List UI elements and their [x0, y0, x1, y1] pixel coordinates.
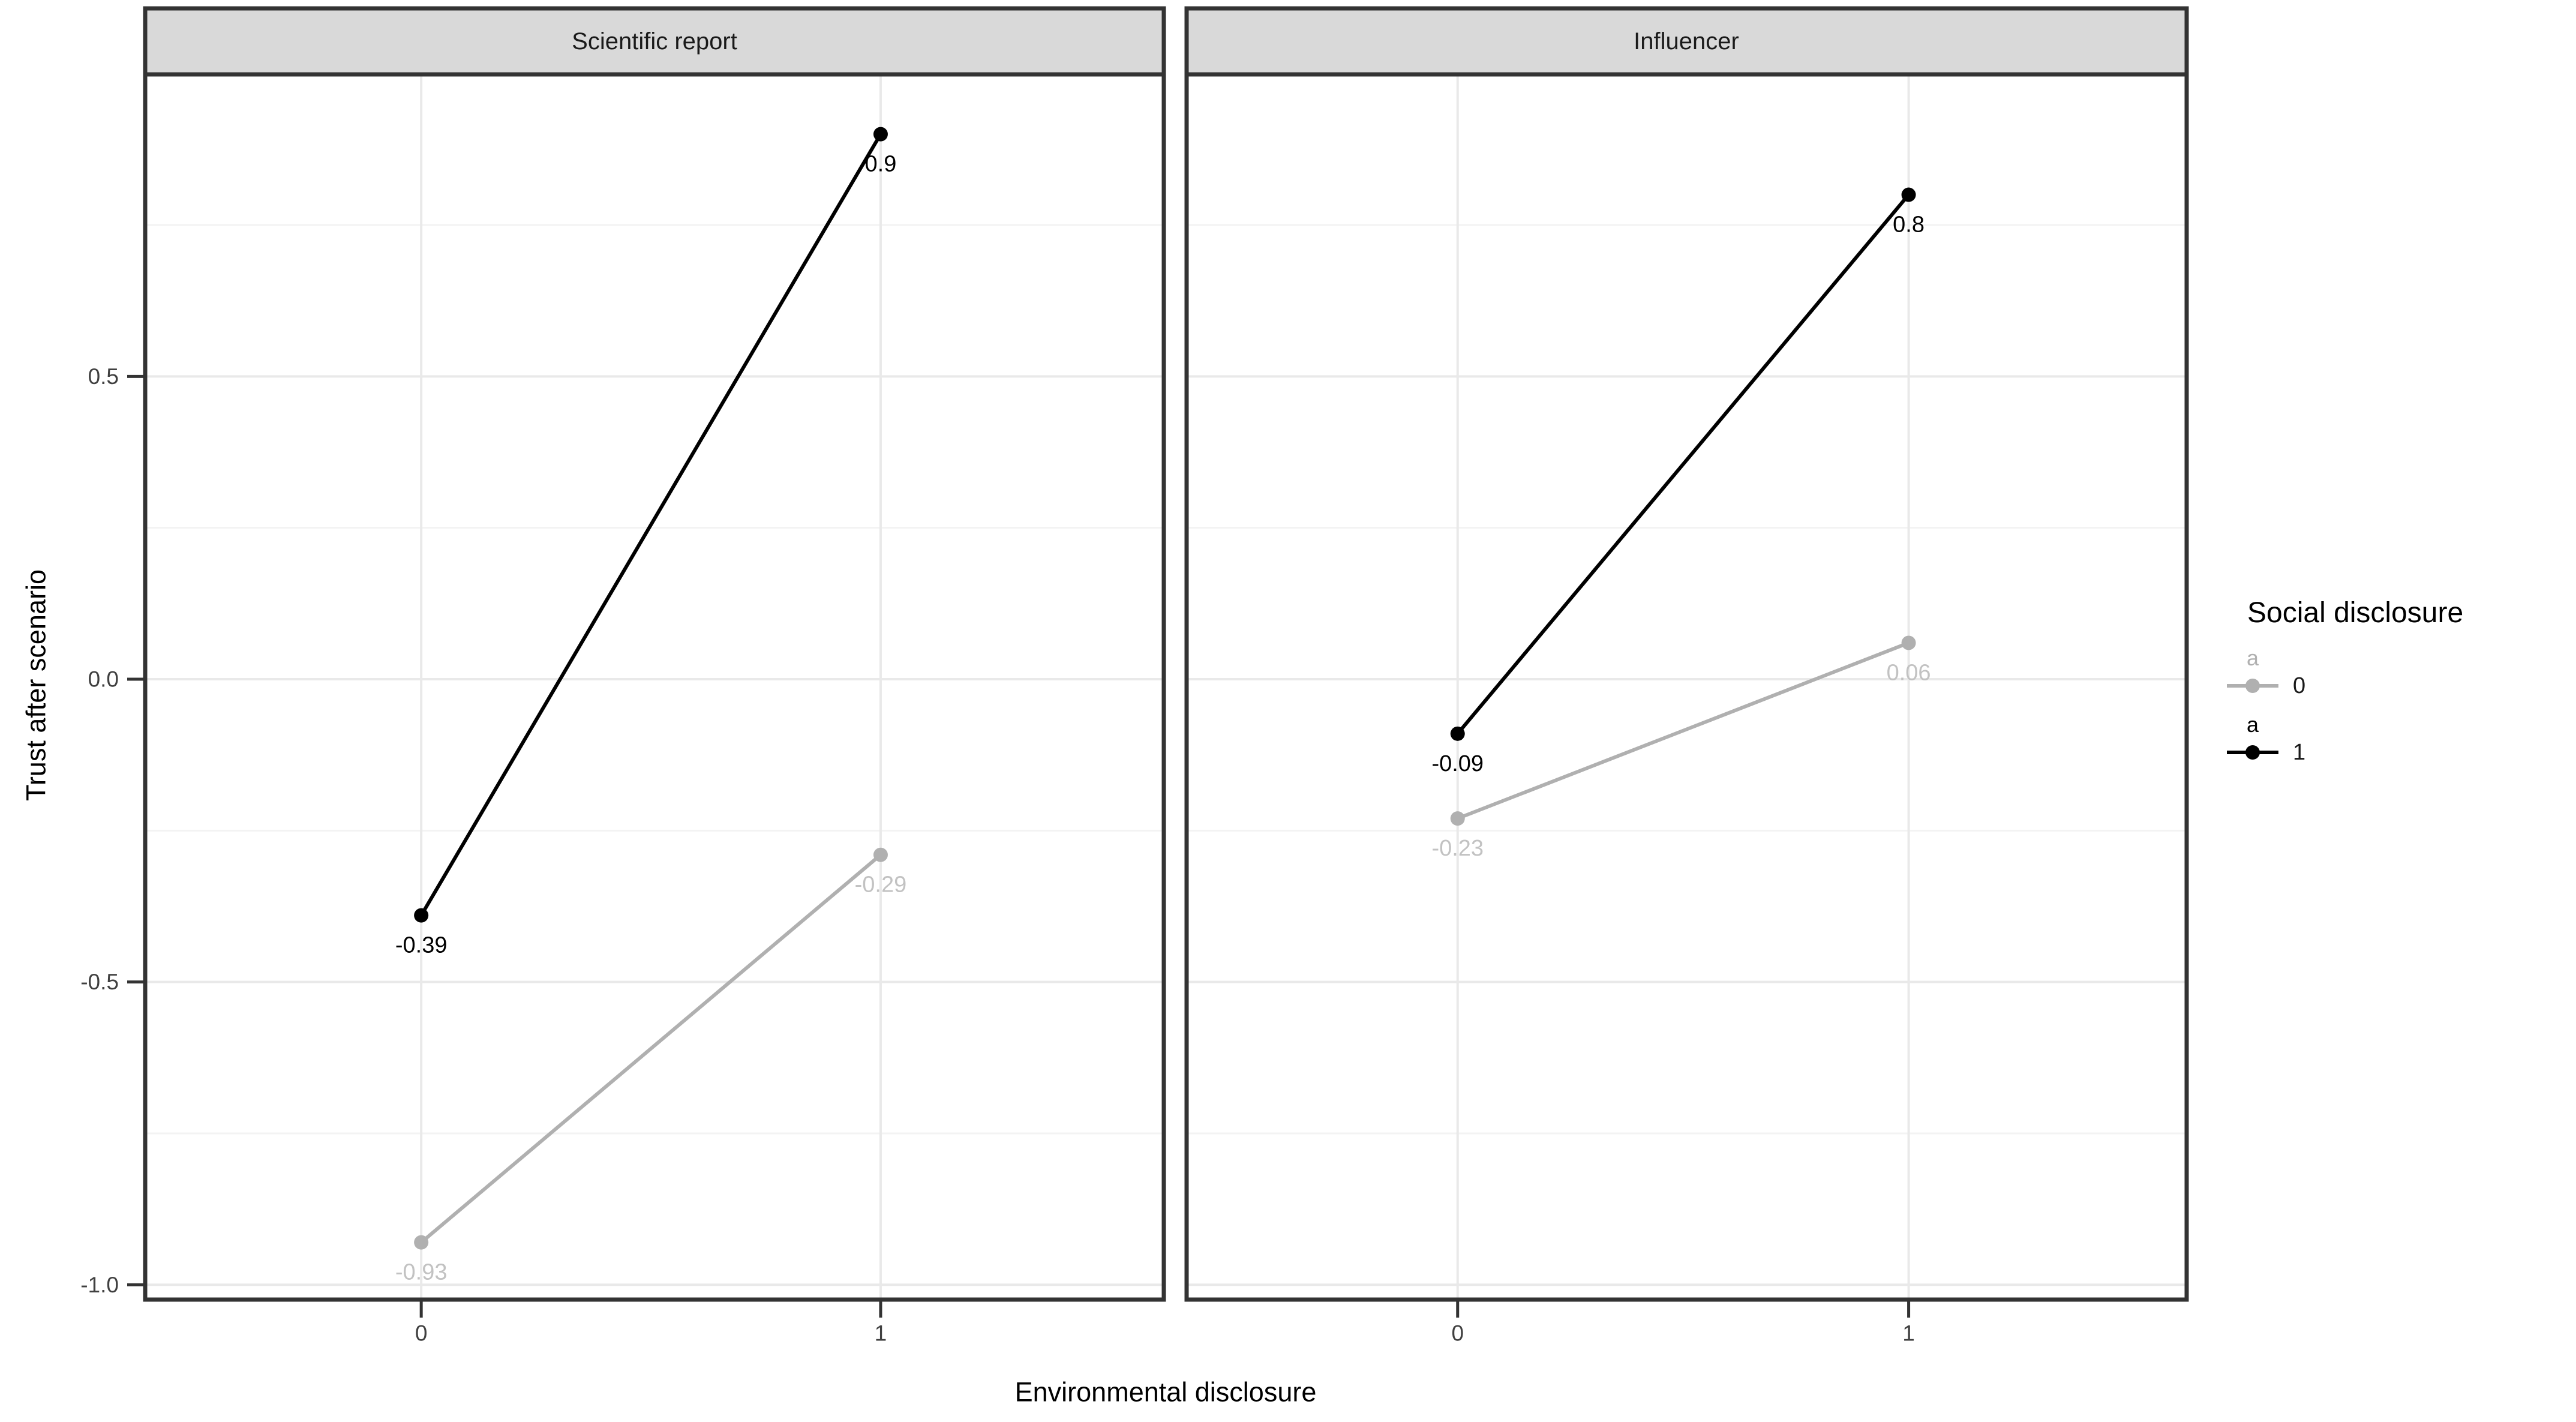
data-point: [873, 127, 888, 142]
panel-background: [145, 74, 1164, 1300]
legend-key-letter-icon-1: a: [2246, 712, 2259, 737]
y-axis-title: Trust after scenario: [20, 569, 52, 801]
y-tick-label: -0.5: [80, 970, 119, 994]
data-point-label: -0.23: [1431, 836, 1484, 861]
facet-strip-label-scientific-report: Scientific report: [572, 28, 737, 55]
facet-strip-label-influencer: Influencer: [1634, 28, 1739, 55]
data-point-label: 0.8: [1893, 212, 1925, 238]
y-tick-label: -1.0: [80, 1273, 119, 1297]
legend-title: Social disclosure: [2247, 597, 2464, 629]
data-point-label: -0.39: [395, 933, 448, 958]
data-point: [1450, 726, 1465, 741]
data-point: [414, 1235, 429, 1250]
panel-border: [143, 72, 1166, 1302]
panel-background: [1187, 74, 2187, 1300]
legend-key-point-0: [2245, 679, 2260, 693]
panel-border: [1184, 72, 2189, 1302]
data-point-label: 0.06: [1887, 660, 1931, 685]
data-point: [1450, 811, 1465, 826]
series-line-0: [1457, 641, 1910, 820]
data-point: [873, 847, 888, 862]
x-tick-label: 0: [415, 1321, 428, 1346]
x-tick-label: 0: [1451, 1321, 1464, 1346]
x-tick-label: 1: [1902, 1321, 1915, 1346]
series-line-1: [1456, 193, 1910, 735]
series-line-0: [420, 853, 882, 1244]
x-axis-title: Environmental disclosure: [1014, 1376, 1317, 1408]
facet-strip: [143, 6, 1166, 77]
legend-key-point-1: [2245, 745, 2260, 760]
data-point-label: -0.93: [395, 1260, 448, 1285]
legend-item-label-0: 0: [2293, 673, 2306, 698]
data-point-label: -0.29: [855, 872, 907, 898]
data-point-label: 0.9: [865, 152, 897, 177]
legend-item-label-1: 1: [2293, 740, 2306, 765]
x-tick-label: 1: [875, 1321, 887, 1346]
data-point: [1901, 187, 1916, 202]
legend-key-letter-icon-0: a: [2246, 646, 2259, 670]
y-tick-label: 0.5: [88, 364, 119, 389]
data-point: [1901, 635, 1916, 650]
y-tick-label: 0.0: [88, 667, 119, 692]
series-line-1: [419, 133, 882, 917]
data-point-label: -0.09: [1431, 751, 1484, 776]
data-point: [414, 908, 429, 923]
facet-strip: [1184, 6, 2189, 77]
